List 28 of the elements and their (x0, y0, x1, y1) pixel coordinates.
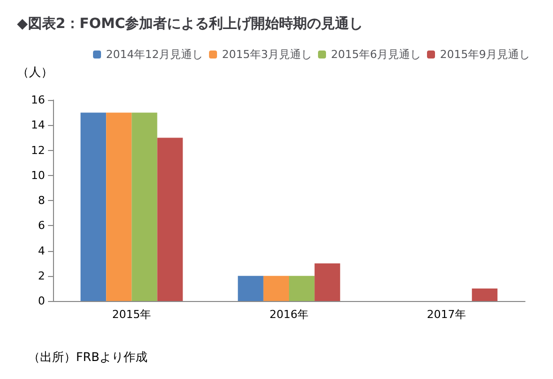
y-tick-label: 8 (38, 194, 45, 207)
bar (157, 138, 183, 301)
x-tick-label: 2015年 (112, 308, 152, 321)
y-tick-label: 0 (38, 294, 45, 308)
bar (132, 112, 158, 301)
x-tick-label: 2016年 (270, 308, 308, 321)
y-tick-label: 12 (31, 144, 45, 157)
bar (263, 276, 289, 301)
chart-title: ◆図表2：FOMC参加者による利上げ開始時期の見通し (17, 15, 364, 32)
legend-label: 2015年3月見通し (222, 48, 312, 61)
bar (238, 276, 264, 301)
y-tick-label: 10 (31, 168, 45, 182)
y-tick-label: 16 (31, 94, 45, 106)
text: （出所）FRBより作成 (28, 350, 148, 364)
legend-label: 2014年12月見通し (106, 48, 204, 61)
bar (314, 263, 340, 301)
y-tick-label: 6 (38, 219, 45, 232)
legend-label: 2015年9月見通し (440, 48, 530, 61)
bar (289, 276, 315, 301)
y-axis-title: （人） (17, 65, 53, 79)
y-tick-label: 14 (31, 118, 45, 132)
x-tick-label: 2017年 (426, 308, 466, 321)
y-tick-label: 4 (38, 244, 45, 258)
legend-label: 2015年6月見通し (331, 48, 422, 61)
y-tick-label: 2 (38, 269, 45, 282)
bar (106, 112, 132, 301)
bar (472, 288, 498, 301)
bar (80, 112, 106, 301)
